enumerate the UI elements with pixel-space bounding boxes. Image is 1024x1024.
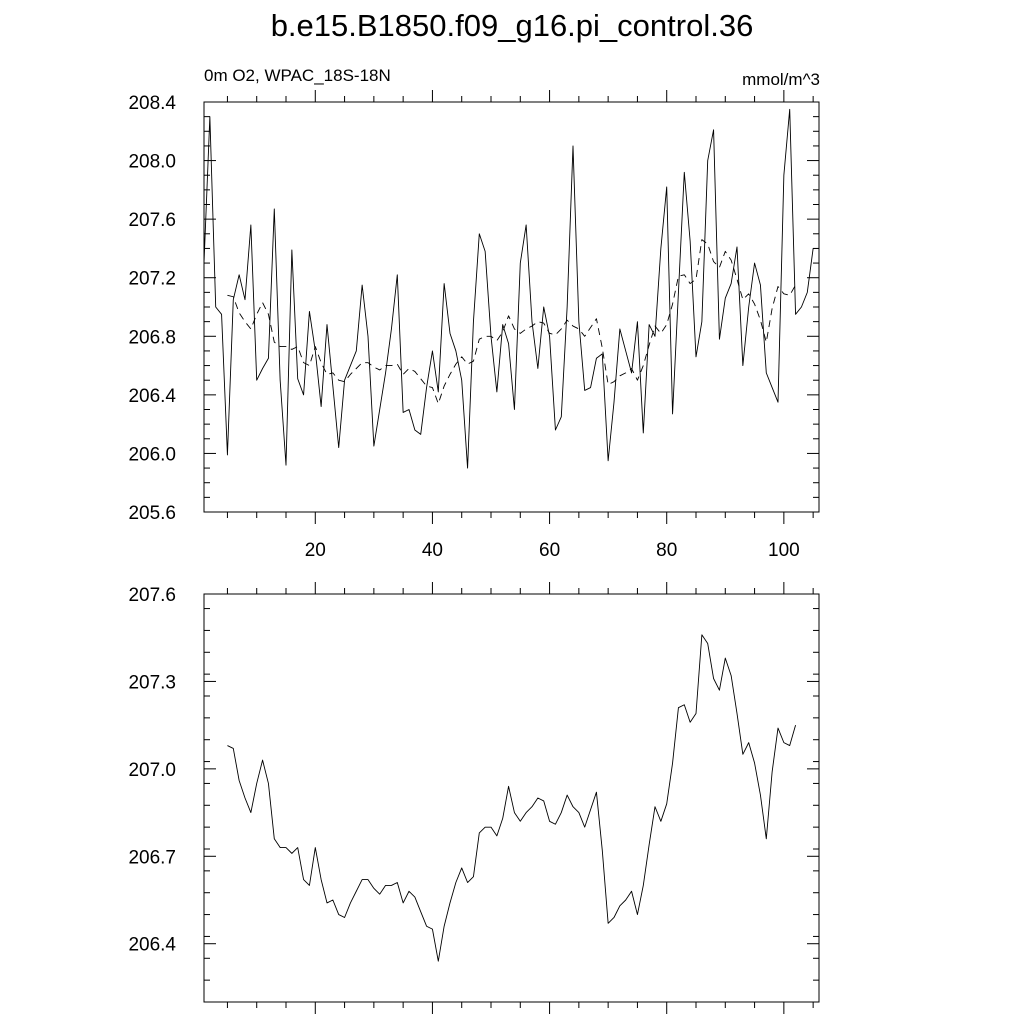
y-tick-label: 206.4	[128, 386, 176, 407]
bottom-panel: 206.4 206.7 207.0 207.3 207.6	[128, 582, 820, 1014]
plot-frame	[203, 593, 820, 1003]
top-panel: 205.6 206.0 206.4 206.8 207.2 207.6 208.0 208.4…	[128, 90, 820, 561]
y-tick-label: 207.6	[128, 585, 176, 606]
x-tick-label: 40	[422, 540, 443, 561]
x-tick-label: 20	[305, 540, 326, 561]
plot-frame	[203, 101, 820, 513]
y-tick-label: 207.3	[128, 672, 176, 693]
x-tick-label: 100	[768, 540, 800, 561]
y-tick-label: 207.6	[128, 210, 176, 231]
y-tick-label: 206.8	[128, 327, 176, 348]
y-tick-label: 206.4	[128, 935, 176, 956]
y-tick-label: 205.6	[128, 503, 176, 524]
figure-title: b.e15.B1850.f09_g16.pi_control.36	[270, 8, 754, 43]
top-panel-units-label: mmol/m^3	[742, 70, 820, 89]
series-line	[227, 634, 797, 962]
y-tick-label: 208.0	[128, 152, 176, 173]
x-tick-label: 80	[656, 540, 677, 561]
y-tick-label: 207.0	[128, 760, 176, 781]
x-tick-label: 60	[539, 540, 560, 561]
series-line	[203, 108, 819, 469]
y-tick-label: 206.7	[128, 847, 176, 868]
y-tick-label: 208.4	[128, 93, 176, 114]
y-tick-label: 206.0	[128, 444, 176, 465]
top-panel-left-label: 0m O2, WPAC_18S-18N	[204, 66, 391, 85]
y-tick-label: 207.2	[128, 269, 176, 290]
